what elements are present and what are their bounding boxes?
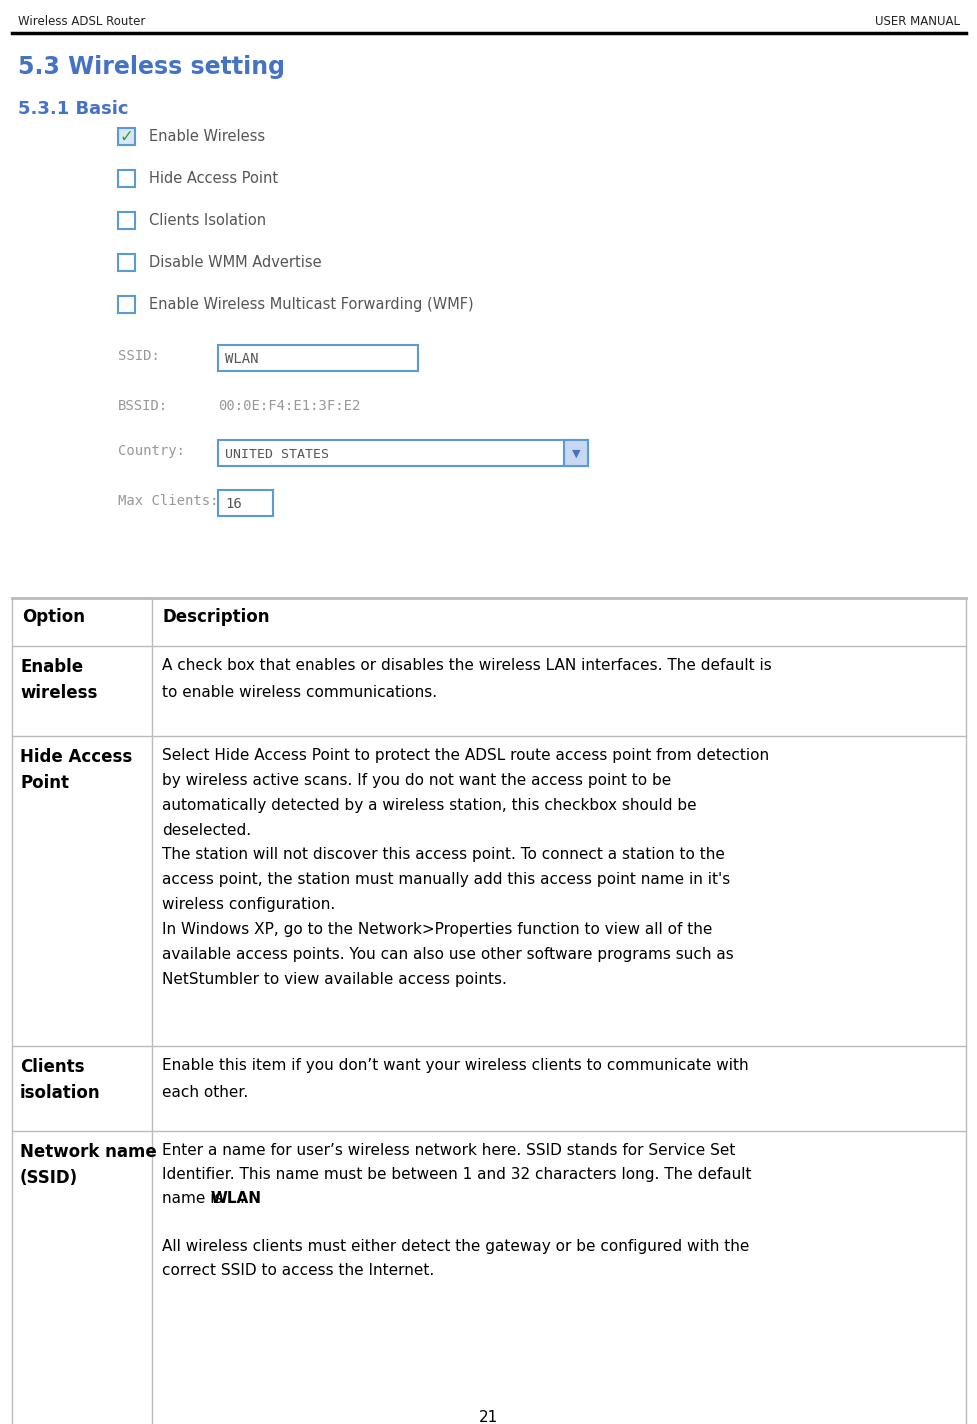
Text: Hide Access Point: Hide Access Point [149, 171, 277, 187]
Text: SSID:: SSID: [118, 349, 159, 363]
Text: correct SSID to access the Internet.: correct SSID to access the Internet. [162, 1263, 434, 1277]
Text: Enter a name for user’s wireless network here. SSID stands for Service Set: Enter a name for user’s wireless network… [162, 1143, 735, 1158]
Text: Select Hide Access Point to protect the ADSL route access point from detection
b: Select Hide Access Point to protect the … [162, 748, 768, 987]
Text: Clients Isolation: Clients Isolation [149, 214, 266, 228]
Text: 16: 16 [225, 497, 241, 511]
Text: ✓: ✓ [119, 128, 133, 145]
Text: BSSID:: BSSID: [118, 399, 168, 413]
Text: Clients
isolation: Clients isolation [20, 1058, 101, 1102]
Text: Network name
(SSID): Network name (SSID) [20, 1143, 156, 1188]
Text: Description: Description [162, 608, 270, 627]
Bar [118, 169, 135, 187]
Text: Enable this item if you don’t want your wireless clients to communicate with
eac: Enable this item if you don’t want your … [162, 1058, 747, 1099]
Text: Wireless ADSL Router: Wireless ADSL Router [18, 16, 146, 28]
Bar [218, 440, 587, 466]
Text: Enable Wireless Multicast Forwarding (WMF): Enable Wireless Multicast Forwarding (WM… [149, 298, 473, 312]
Text: USER MANUAL: USER MANUAL [874, 16, 959, 28]
Text: Country:: Country: [118, 444, 185, 459]
Bar [118, 212, 135, 229]
Bar [218, 345, 417, 372]
Text: 5.3.1 Basic: 5.3.1 Basic [18, 100, 128, 118]
Text: UNITED STATES: UNITED STATES [225, 447, 328, 460]
Text: WLAN: WLAN [225, 352, 258, 366]
Text: 21: 21 [479, 1410, 498, 1424]
Text: Enable
wireless: Enable wireless [20, 658, 98, 702]
Bar [118, 128, 135, 145]
Text: Disable WMM Advertise: Disable WMM Advertise [149, 255, 321, 271]
Bar [218, 490, 273, 515]
Text: Option: Option [21, 608, 85, 627]
Text: All wireless clients must either detect the gateway or be configured with the: All wireless clients must either detect … [162, 1239, 748, 1255]
Text: name is: name is [162, 1190, 227, 1206]
Text: Enable Wireless: Enable Wireless [149, 130, 265, 144]
Text: Max Clients:: Max Clients: [118, 494, 218, 508]
Text: Identifier. This name must be between 1 and 32 characters long. The default: Identifier. This name must be between 1 … [162, 1168, 750, 1182]
Bar [118, 253, 135, 271]
Text: .: . [239, 1190, 244, 1206]
Bar [118, 296, 135, 313]
Text: 5.3 Wireless setting: 5.3 Wireless setting [18, 56, 284, 78]
Text: ▼: ▼ [572, 449, 579, 459]
Text: Hide Access
Point: Hide Access Point [20, 748, 132, 792]
Text: A check box that enables or disables the wireless LAN interfaces. The default is: A check box that enables or disables the… [162, 658, 771, 701]
Bar [564, 440, 587, 466]
Text: 00:0E:F4:E1:3F:E2: 00:0E:F4:E1:3F:E2 [218, 399, 360, 413]
Text: WLAN: WLAN [210, 1190, 261, 1206]
